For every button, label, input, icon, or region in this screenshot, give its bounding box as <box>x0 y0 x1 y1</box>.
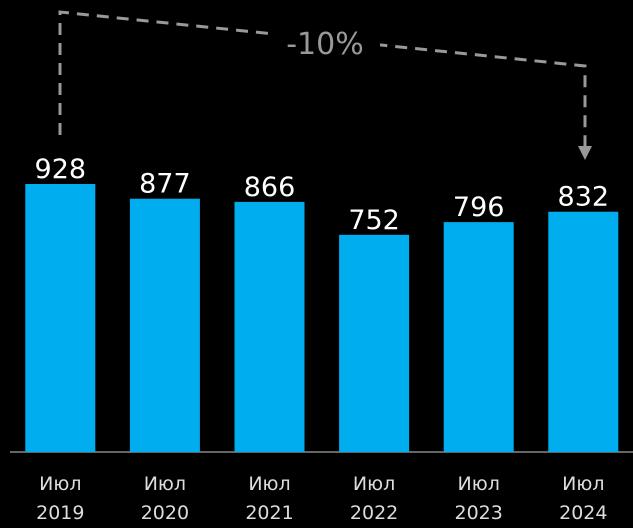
value-label: 866 <box>244 172 296 203</box>
x-tick-label: Июл 2022 <box>349 473 399 524</box>
value-label: 928 <box>35 154 87 185</box>
x-tick-label: Июл 2021 <box>245 473 294 524</box>
x-tick-label: Июл 2023 <box>454 473 503 524</box>
annotation-bg <box>270 22 380 66</box>
x-tick-label: Июл 2024 <box>559 473 608 524</box>
bar <box>129 198 200 452</box>
bar <box>234 201 305 452</box>
value-label: 752 <box>348 205 400 236</box>
arrow-head <box>578 146 592 160</box>
value-label: 877 <box>139 169 191 200</box>
bar <box>25 184 96 452</box>
bar <box>548 211 619 452</box>
bar <box>443 222 514 452</box>
annotation: -10% <box>286 27 364 62</box>
value-label: 796 <box>453 192 505 223</box>
x-tick-label: Июл 2020 <box>140 473 190 524</box>
value-label: 832 <box>558 182 610 213</box>
bar <box>339 234 410 452</box>
x-tick-label: Июл 2019 <box>36 473 85 524</box>
